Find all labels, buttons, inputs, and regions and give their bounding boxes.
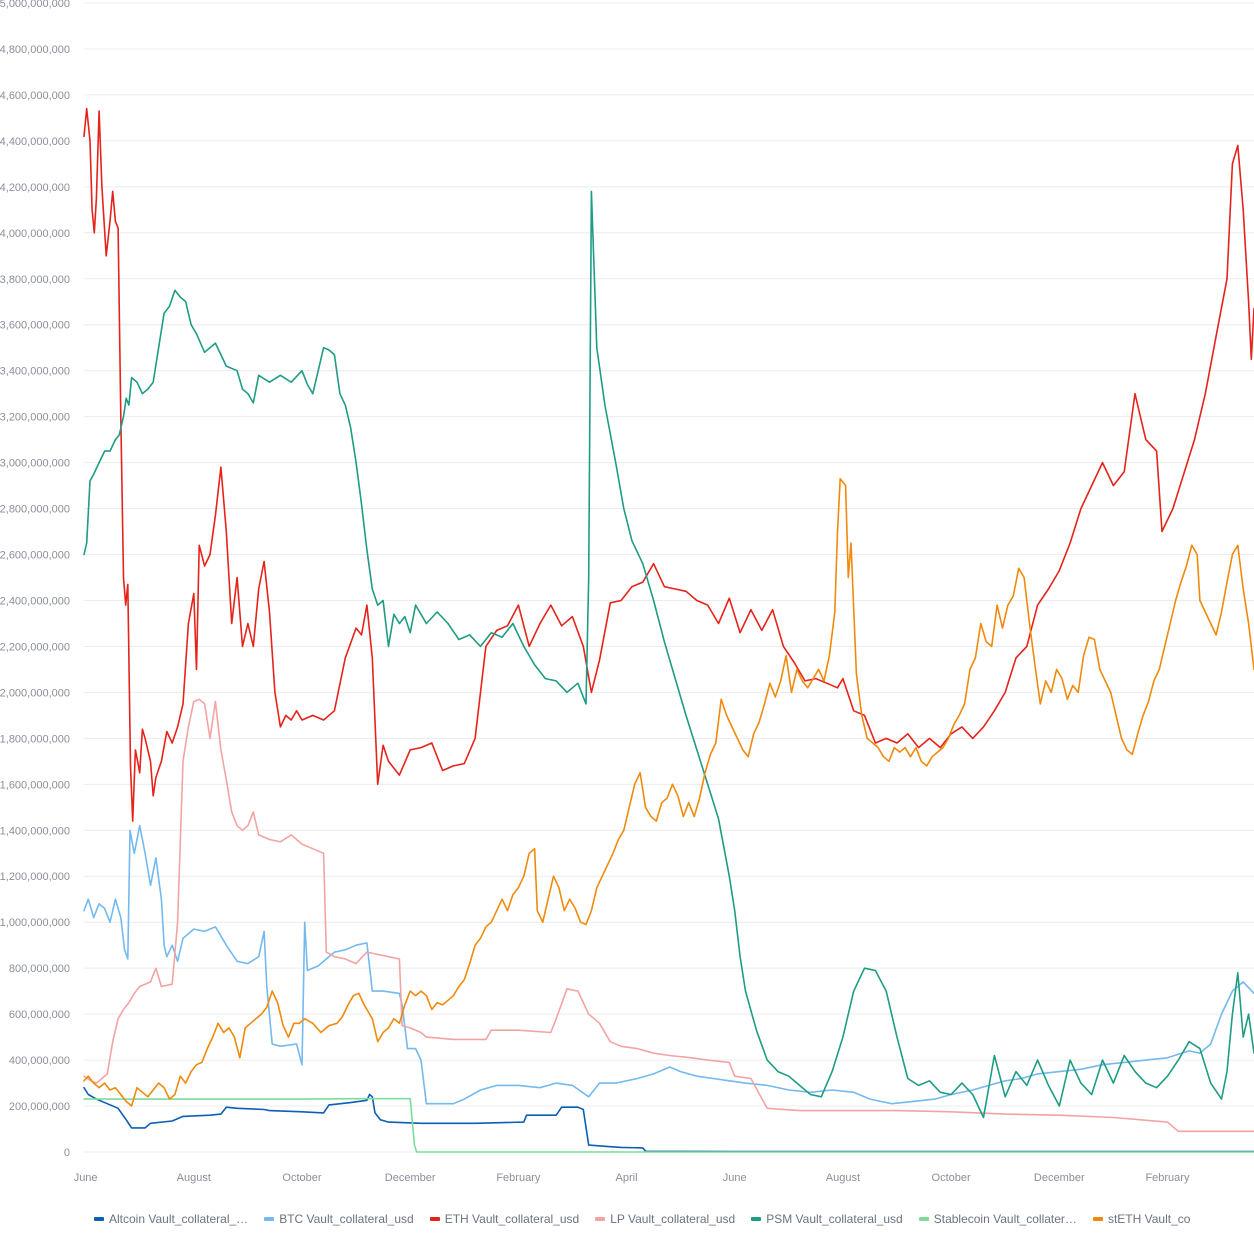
y-tick-label: 400,000,000 [9,1055,70,1067]
legend-label: stETH Vault_co [1107,1212,1191,1226]
y-tick-label: 3,600,000,000 [0,320,70,332]
legend-item[interactable]: LP Vault_collateral_usd [595,1212,735,1226]
y-tick-label: 2,400,000,000 [0,595,70,607]
legend-item[interactable]: ETH Vault_collateral_usd [429,1212,580,1226]
x-tick-label: December [1034,1172,1085,1184]
y-tick-label: 4,200,000,000 [0,182,70,194]
x-tick-label: October [932,1172,971,1184]
y-tick-label: 1,800,000,000 [0,733,70,745]
series-lines [83,107,1254,1153]
legend-label: BTC Vault_collateral_usd [279,1212,414,1226]
x-tick-label: June [74,1172,98,1184]
series-line [83,1086,1254,1153]
y-tick-label: 200,000,000 [9,1101,70,1113]
x-tick-label: June [723,1172,747,1184]
y-tick-label: 4,600,000,000 [0,90,70,102]
legend-swatch [264,1217,275,1221]
x-tick-label: August [177,1172,211,1184]
y-tick-label: 3,200,000,000 [0,412,70,424]
series-line [83,1097,1254,1153]
y-tick-label: 3,000,000,000 [0,458,70,470]
y-tick-label: 2,600,000,000 [0,550,70,562]
legend-item[interactable]: BTC Vault_collateral_usd [264,1212,414,1226]
x-tick-label: April [616,1172,638,1184]
x-tick-label: August [826,1172,860,1184]
chart-legend: Altcoin Vault_collateral_… BTC Vault_coll… [94,1212,1254,1230]
y-tick-label: 5,000,000,000 [0,0,70,10]
y-tick-label: 1,000,000,000 [0,917,70,929]
series-line [83,824,1254,1105]
line-chart: 0 200,000,000 400,000,000 600,000,000 800,00… [0,0,1254,1184]
y-tick-label: 0 [64,1147,70,1159]
y-tick-label: 3,800,000,000 [0,274,70,286]
legend-swatch [1092,1217,1103,1221]
y-tick-label: 2,800,000,000 [0,504,70,516]
y-tick-label: 3,400,000,000 [0,366,70,378]
legend-label: PSM Vault_collateral_usd [766,1212,903,1226]
series-line [83,477,1254,1107]
y-tick-label: 1,400,000,000 [0,825,70,837]
series-line [83,190,1254,1119]
y-tick-label: 800,000,000 [9,963,70,975]
legend-label: Stablecoin Vault_collater… [933,1212,1077,1226]
y-tick-label: 4,400,000,000 [0,136,70,148]
x-tick-label: December [385,1172,436,1184]
x-axis-ticks: June August October December February April Ju… [74,1172,1190,1184]
x-tick-label: February [1145,1172,1190,1184]
legend-swatch [751,1217,762,1221]
legend-label: LP Vault_collateral_usd [610,1212,736,1226]
y-tick-label: 1,600,000,000 [0,779,70,791]
x-tick-label: October [282,1172,321,1184]
legend-label: ETH Vault_collateral_usd [444,1212,580,1226]
legend-item[interactable]: stETH Vault_co [1092,1212,1191,1226]
legend-swatch [94,1217,104,1221]
y-tick-label: 600,000,000 [9,1009,70,1021]
grid-lines [84,2,1254,1153]
y-axis-ticks: 0 200,000,000 400,000,000 600,000,000 800,00… [0,0,70,1159]
legend-item[interactable]: PSM Vault_collateral_usd [751,1212,903,1226]
series-line [83,107,1254,822]
legend-swatch [918,1217,929,1221]
y-tick-label: 4,000,000,000 [0,228,70,240]
y-tick-label: 2,200,000,000 [0,641,70,653]
legend-swatch [429,1217,440,1221]
y-tick-label: 2,000,000,000 [0,687,70,699]
y-tick-label: 1,200,000,000 [0,871,70,883]
legend-item[interactable]: Stablecoin Vault_collater… [918,1212,1077,1226]
legend-label: Altcoin Vault_collateral_… [109,1212,249,1226]
legend-swatch [595,1217,606,1221]
y-tick-label: 4,800,000,000 [0,44,70,56]
x-tick-label: February [496,1172,541,1184]
series-line [83,698,1254,1133]
legend-item[interactable]: Altcoin Vault_collateral_… [94,1212,248,1226]
